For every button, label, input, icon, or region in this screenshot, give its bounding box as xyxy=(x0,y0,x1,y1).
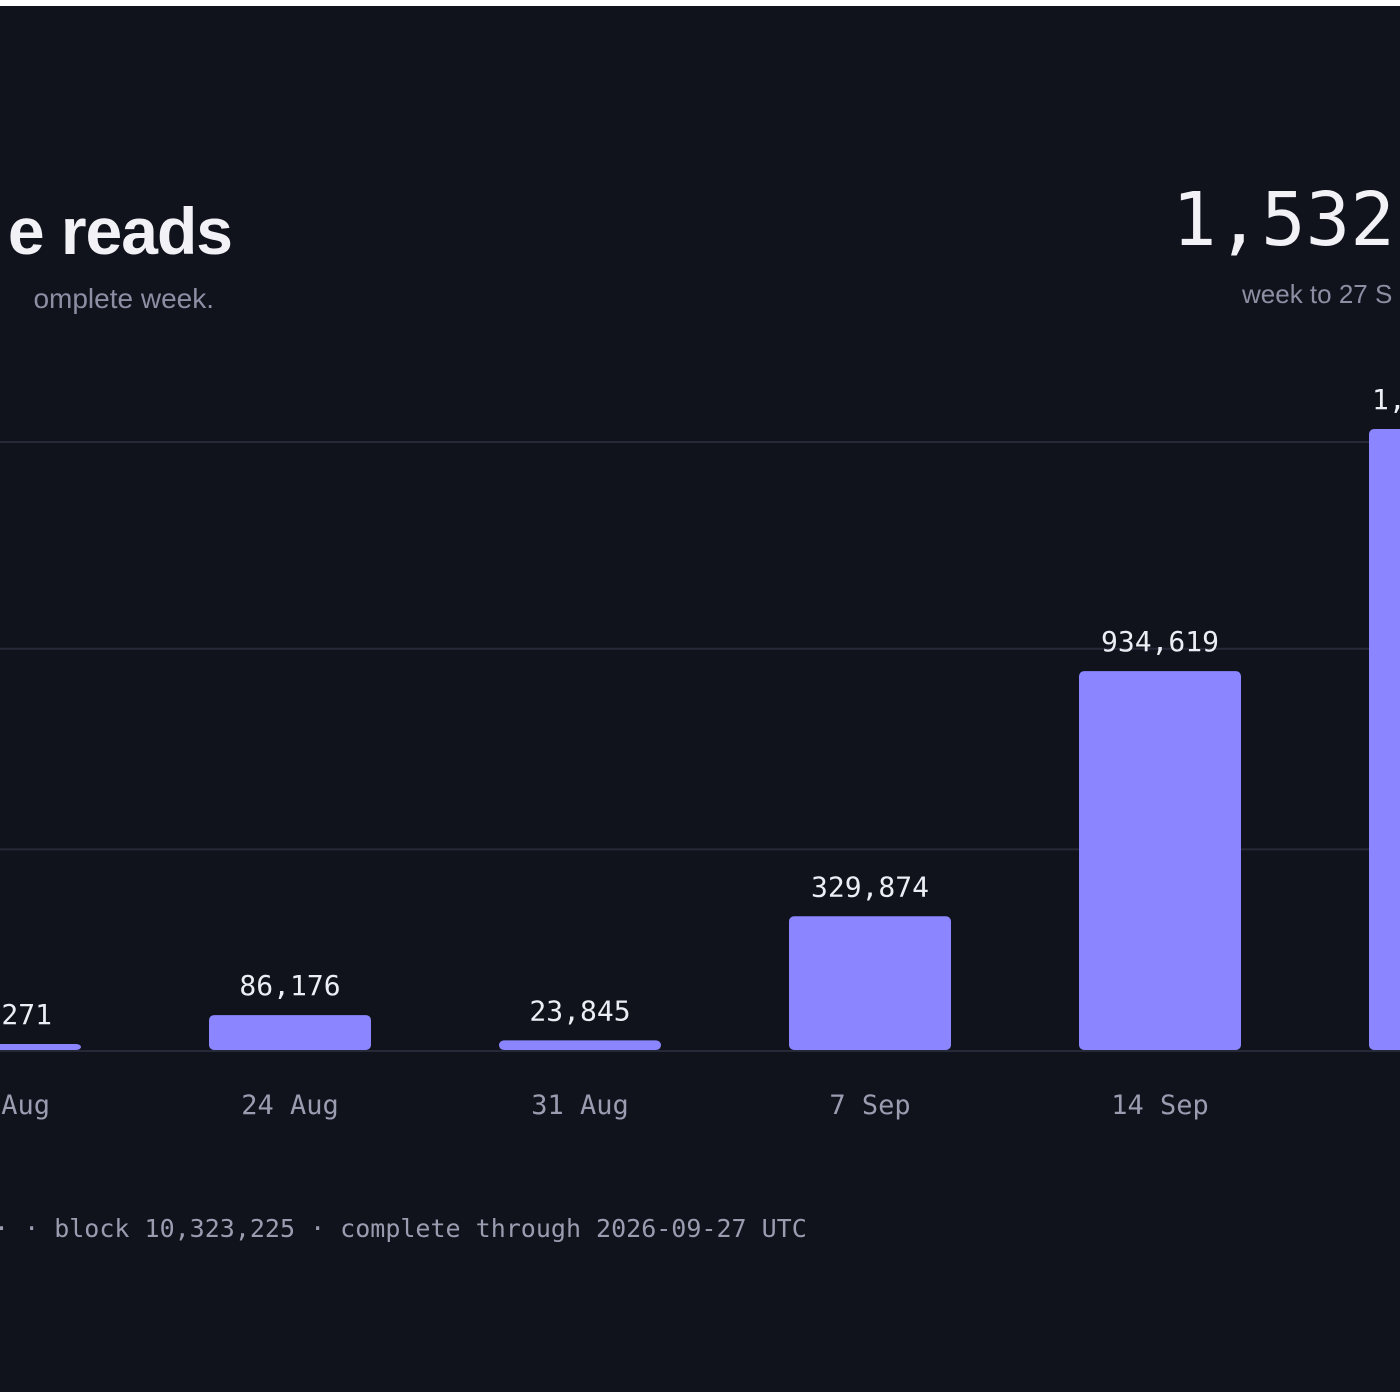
x-tick-label-5: 14 Sep xyxy=(1111,1090,1209,1121)
chart-card: e reads omplete week. 1,532 week to 27 S… xyxy=(0,6,1400,1392)
value-label-6: 1, xyxy=(1372,383,1400,416)
x-tick-label-3: 31 Aug xyxy=(531,1090,629,1121)
bar-2 xyxy=(209,1015,371,1050)
value-labels: 271 86,176 23,845 329,874 934,619 1, xyxy=(1,383,1400,1031)
data-status-note: · · block 10,323,225 · complete through … xyxy=(0,1214,807,1243)
bar-chart: 271 86,176 23,845 329,874 934,619 1, Aug 24 Au… xyxy=(0,383,1400,1121)
bar-6 xyxy=(1369,429,1400,1050)
x-axis-ticks: Aug 24 Aug 31 Aug 7 Sep 14 Sep xyxy=(1,1090,1209,1121)
value-label-3: 23,845 xyxy=(529,994,630,1027)
value-label-1: 271 xyxy=(1,998,52,1031)
x-tick-label-1: Aug xyxy=(1,1090,50,1121)
bars xyxy=(0,429,1400,1050)
chart-title: e reads xyxy=(7,194,232,268)
x-tick-label-2: 24 Aug xyxy=(241,1090,339,1121)
value-label-5: 934,619 xyxy=(1101,625,1219,658)
bar-1 xyxy=(0,1044,81,1050)
headline-total: 1,532 xyxy=(1172,177,1395,263)
bar-4 xyxy=(789,916,951,1050)
value-label-4: 329,874 xyxy=(811,870,929,903)
headline-caption: week to 27 S xyxy=(1242,279,1393,309)
bar-5 xyxy=(1079,671,1241,1050)
bar-3 xyxy=(499,1040,661,1050)
chart-subtitle: omplete week. xyxy=(33,283,214,314)
value-label-2: 86,176 xyxy=(239,969,340,1002)
x-tick-label-4: 7 Sep xyxy=(829,1090,910,1121)
